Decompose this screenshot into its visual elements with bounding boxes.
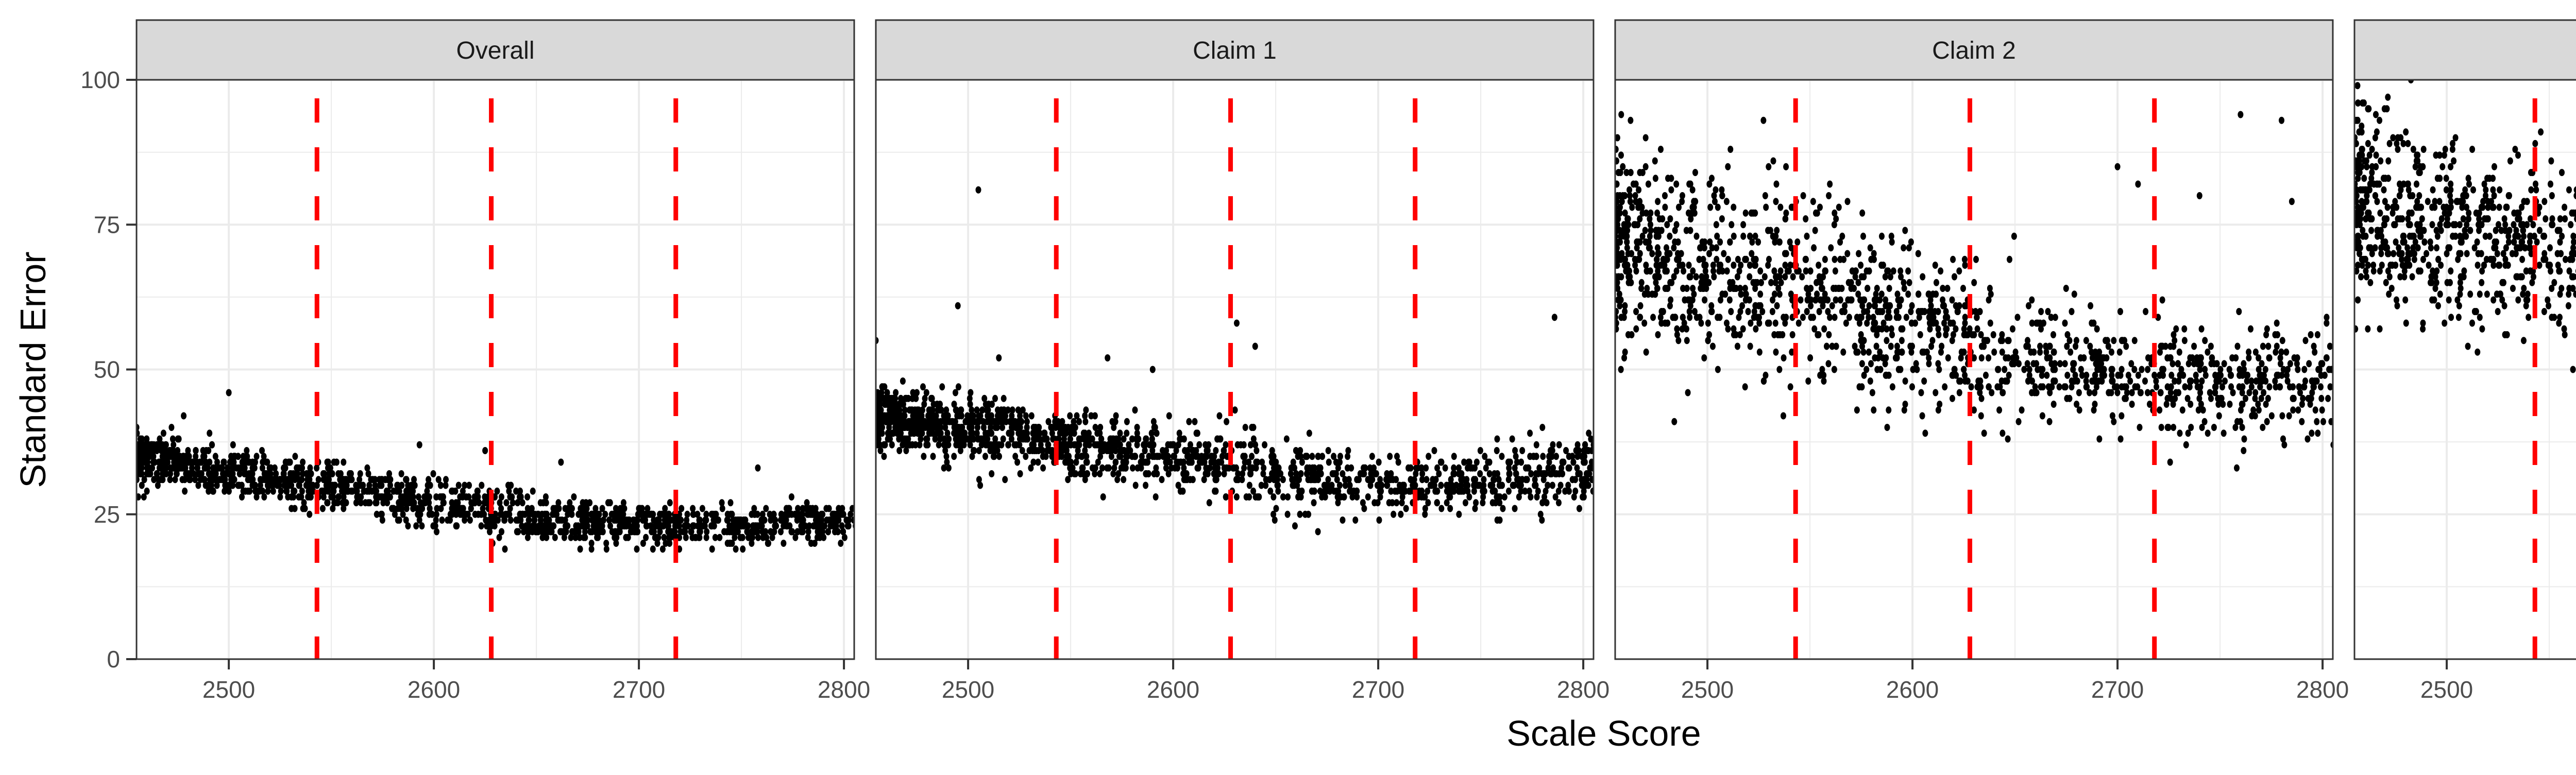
y-axis-title: Standard Error [13, 251, 53, 488]
outlier-point [482, 447, 488, 454]
x-tick-label: 2600 [1886, 676, 1939, 703]
outlier-point [558, 459, 564, 466]
outlier-point [955, 302, 961, 309]
outlier-point [1252, 343, 1258, 350]
x-tick-label: 2500 [202, 676, 255, 703]
facet-strip-label: Overall [456, 37, 534, 64]
outlier-point [1234, 320, 1240, 327]
outlier-point [2135, 181, 2141, 188]
x-tick-label: 2700 [1352, 676, 1404, 703]
x-axis: 2500 2600 2700 2800 [942, 659, 1609, 703]
outlier-point [2238, 111, 2243, 118]
facet-strip-label: Claim 1 [1193, 37, 1277, 64]
y-tick-label: 0 [107, 646, 120, 673]
outlier-point [417, 441, 422, 449]
y-tick-label: 75 [94, 211, 120, 238]
y-tick-label: 100 [80, 66, 120, 93]
x-axis-title: Scale Score [1506, 713, 1701, 753]
x-tick-label: 2500 [2420, 676, 2473, 703]
outlier-point [181, 412, 187, 420]
outlier-point [2289, 198, 2295, 205]
facet-strip: Claim 1 [876, 20, 1594, 80]
x-tick-label: 2800 [818, 676, 870, 703]
y-axis: 0 25 50 75 100 [80, 66, 137, 673]
x-tick-label: 2700 [2091, 676, 2144, 703]
x-tick-label: 2500 [1681, 676, 1734, 703]
y-tick-label: 50 [94, 356, 120, 383]
x-tick-label: 2600 [1147, 676, 1199, 703]
facet-strip: Claim 2 [1615, 20, 2333, 80]
outlier-point [1105, 354, 1110, 361]
outlier-point [1150, 366, 1156, 373]
facet-panel-claim-2: Claim 2 2500 2600 2700 2800 [1613, 20, 2349, 703]
outlier-point [755, 464, 760, 472]
outlier-point [2115, 163, 2121, 170]
facet-panel-overall: Overall 2500 2600 2700 2800 [134, 20, 871, 703]
x-tick-label: 2500 [942, 676, 994, 703]
facet-strip: Claim 3 [2354, 20, 2576, 80]
outlier-point [2197, 192, 2202, 199]
outlier-point [996, 354, 1002, 361]
facet-strip-label: Claim 2 [1932, 37, 2016, 64]
outlier-point [226, 389, 232, 397]
x-tick-label: 2600 [408, 676, 460, 703]
x-tick-label: 2800 [1557, 676, 1609, 703]
outlier-point [976, 186, 981, 194]
x-tick-label: 2800 [2296, 676, 2349, 703]
outlier-point [2279, 117, 2284, 124]
x-tick-label: 2700 [613, 676, 665, 703]
facet-strip: Overall [137, 20, 854, 80]
x-axis: 2500 2600 2700 2800 [1681, 659, 2349, 703]
facet-panel-claim-1: Claim 1 2500 2600 2700 2800 [873, 20, 1610, 703]
outlier-point [1552, 314, 1557, 321]
outlier-point [2475, 349, 2480, 356]
x-axis: 2500 2600 2700 2800 [202, 659, 870, 703]
y-tick-label: 25 [94, 501, 120, 528]
